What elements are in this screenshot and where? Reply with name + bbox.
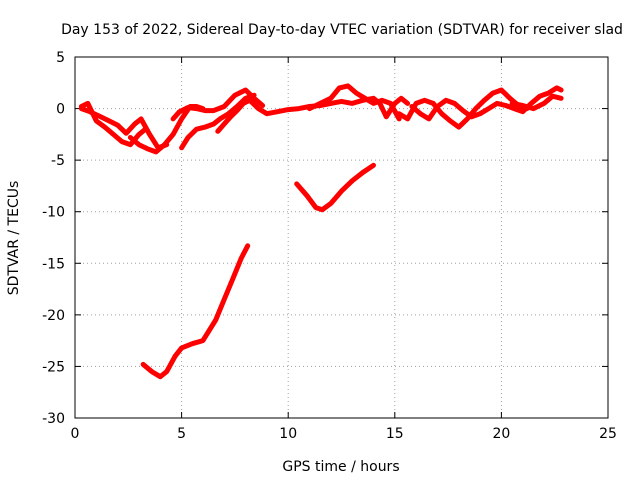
series-track-13	[509, 93, 564, 112]
x-tick-label: 5	[177, 426, 186, 442]
series-track-9	[307, 83, 402, 122]
series-track-3	[127, 104, 206, 155]
y-tick-label: 5	[56, 50, 65, 66]
y-tick-label: -5	[51, 153, 65, 169]
grid-lines	[75, 57, 608, 418]
y-tick-label: 0	[56, 102, 65, 118]
series-track-8	[140, 243, 251, 380]
y-tick-label: -15	[42, 256, 65, 272]
series-track-1	[78, 100, 148, 148]
x-axis-label: GPS time / hours	[282, 459, 399, 475]
series-track-11	[396, 87, 530, 130]
axis-ticks: 0 5 10 15 20 25 5 0 -5 -10 -15 -20 -25 -30	[42, 50, 617, 442]
chart-title: Day 153 of 2022, Sidereal Day-to-day VTE…	[61, 22, 623, 38]
series-track-4	[170, 87, 266, 122]
y-tick-label: -20	[42, 308, 65, 324]
plot-frame	[74, 56, 609, 419]
y-tick-label: -10	[42, 205, 65, 221]
y-tick-label: -30	[42, 411, 65, 427]
x-tick-label: 20	[492, 426, 510, 442]
x-tick-label: 10	[279, 426, 297, 442]
y-tick-label: -25	[42, 359, 65, 375]
y-axis-label: SDTVAR / TECUs	[6, 181, 22, 296]
series-track-12	[409, 85, 564, 122]
x-tick-label: 0	[71, 426, 80, 442]
data-series	[78, 83, 564, 380]
x-tick-label: 15	[386, 426, 404, 442]
series-track-10	[328, 95, 411, 120]
series-track-7	[294, 162, 376, 213]
series-track-2	[78, 106, 170, 151]
x-tick-label: 25	[599, 426, 617, 442]
